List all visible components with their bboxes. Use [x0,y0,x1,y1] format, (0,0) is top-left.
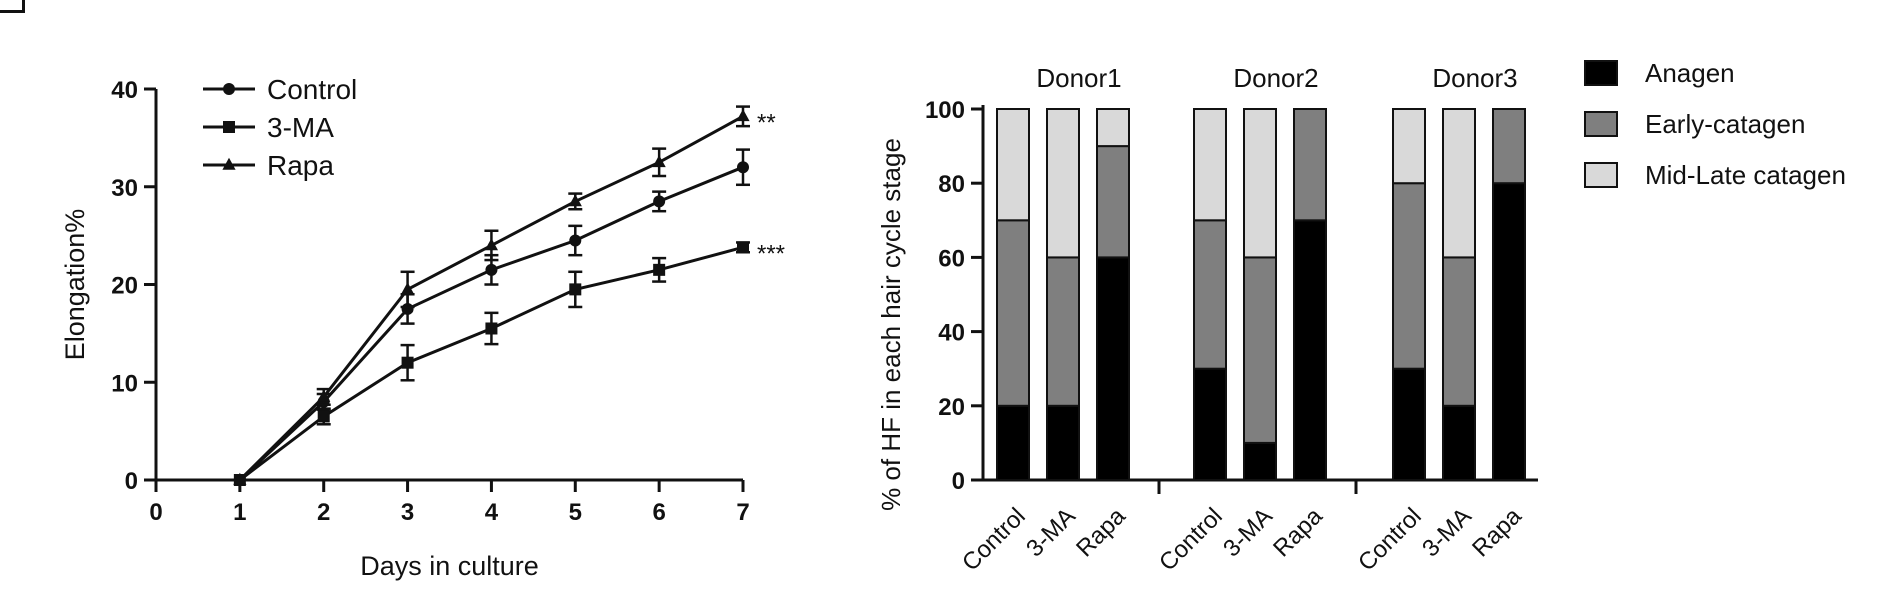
category-label: Control [957,503,1031,577]
data-point [400,282,415,295]
legend-marker [223,121,235,133]
data-point [736,109,750,122]
y-tick-label: 100 [925,97,965,124]
bar-segment-Anagen [996,404,1030,481]
bar-segment-Mid-Late catagen [1046,108,1080,259]
bar-segment-Mid-Late catagen [1392,108,1426,185]
x-tick-label: 4 [485,499,499,526]
bar-segment-Mid-Late catagen [996,108,1030,222]
y-tick-label: 80 [938,171,965,198]
bar-segment-Early-catagen [996,219,1030,407]
x-tick-label: 5 [569,499,582,526]
y-tick-label: 20 [938,394,965,421]
group-label: Donor1 [1036,63,1121,93]
bar-segment-Anagen [1492,182,1526,481]
group-label: Donor2 [1233,63,1318,93]
y-tick-label: 40 [938,320,965,347]
bar-segment-Early-catagen [1293,108,1327,222]
data-point [317,389,331,402]
y-axis-label: Elongation% [60,209,90,361]
bar-segment-Anagen [1392,367,1426,482]
bar-segment-Early-catagen [1492,108,1526,185]
category-label: Control [1353,503,1427,577]
data-point [569,234,582,247]
y-tick-label: 10 [111,370,138,397]
category-label: Rapa [1268,502,1328,562]
bar-segment-Anagen [1293,219,1327,482]
legend-label: Rapa [267,150,334,181]
bar-segment-Mid-Late catagen [1193,108,1227,222]
y-tick-label: 60 [938,245,965,272]
bar-segment-Early-catagen [1046,256,1080,407]
bar-segment-Anagen [1243,441,1277,481]
category-label: Rapa [1071,502,1131,562]
bar-segment-Anagen [1046,404,1080,481]
data-point [233,472,247,485]
significance-annotation: *** [757,240,785,267]
bar-segment-Early-catagen [1193,219,1227,370]
bar-segment-Early-catagen [1243,256,1277,444]
group-label: Donor3 [1432,63,1517,93]
bar-segment-Early-catagen [1392,182,1426,370]
data-point [317,410,330,423]
data-point [484,238,499,251]
bar-segment-Anagen [1096,256,1130,481]
x-tick-label: 6 [652,499,665,526]
stacked-bar-chart: 0 20 40 60 80 100 % of HF in each hair cycle s… [876,58,1846,577]
bar-segment-Mid-Late catagen [1442,108,1476,259]
legend-label: 3-MA [267,112,334,143]
y-tick-label: 20 [111,273,138,300]
panel-corner-mark [0,0,25,13]
x-tick-label: 1 [233,499,246,526]
y-tick-label: 0 [125,468,138,495]
data-point [653,263,666,276]
category-label: Rapa [1467,502,1527,562]
data-point [485,322,498,335]
y-tick-label: 40 [111,77,138,104]
legend-marker [223,83,235,95]
category-label: 3-MA [1417,503,1477,563]
x-tick-label: 0 [149,499,162,526]
legend-swatch [1584,60,1618,86]
data-point [401,356,414,369]
x-tick-label: 3 [401,499,414,526]
legend-label: Anagen [1645,58,1735,88]
legend-swatch [1584,111,1618,137]
data-point [737,161,749,174]
bar-segment-Early-catagen [1096,145,1130,259]
legend-swatch [1584,162,1618,188]
y-tick-label: 0 [952,468,965,495]
data-point [653,195,666,208]
category-label: 3-MA [1218,503,1278,563]
category-label: 3-MA [1021,503,1081,563]
data-point [568,194,582,207]
data-point [652,155,666,168]
category-label: Control [1154,503,1228,577]
significance-annotation: ** [757,109,776,136]
bar-segment-Anagen [1193,367,1227,482]
data-point [485,263,498,276]
y-tick-label: 30 [111,175,138,202]
bar-segment-Anagen [1442,404,1476,481]
bar-segment-Mid-Late catagen [1096,108,1130,148]
bar-segment-Early-catagen [1442,256,1476,407]
legend-marker [222,157,236,170]
data-point [737,241,749,254]
y-axis-label: % of HF in each hair cycle stage [876,138,906,511]
line-chart: 0 10 20 30 40 0 1 2 3 4 5 6 7 Days in culture Elongati… [60,74,785,581]
legend-label: Mid-Late catagen [1645,160,1846,190]
x-axis-label: Days in culture [360,551,539,581]
x-tick-label: 2 [317,499,330,526]
bar-segment-Mid-Late catagen [1243,108,1277,259]
legend-label: Early-catagen [1645,109,1805,139]
x-tick-label: 7 [736,499,749,526]
legend-label: Control [267,74,357,105]
data-point [569,283,582,296]
